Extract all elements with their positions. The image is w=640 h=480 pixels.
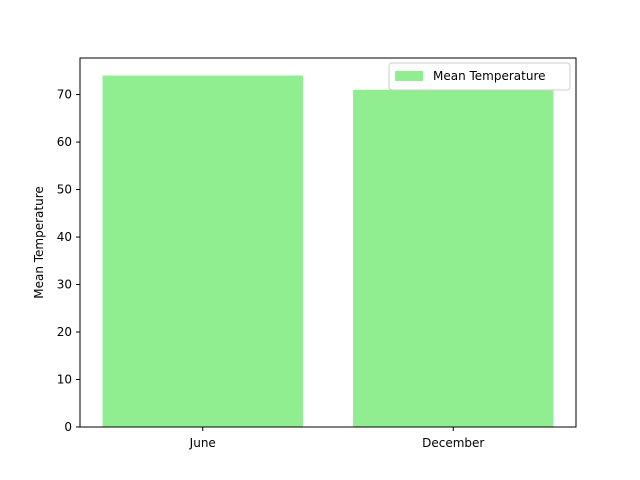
bar-december xyxy=(353,89,554,427)
x-axis-ticks: June December xyxy=(189,427,484,450)
legend-swatch xyxy=(395,71,423,81)
y-tick-label: 50 xyxy=(57,183,72,197)
y-tick-label: 30 xyxy=(57,278,72,292)
bars-group xyxy=(102,75,554,428)
y-axis-label: Mean Temperature xyxy=(32,186,46,299)
y-tick-label: 0 xyxy=(64,420,72,434)
y-tick-label: 60 xyxy=(57,135,72,149)
y-tick-label: 20 xyxy=(57,325,72,339)
x-tick-label: June xyxy=(189,436,216,450)
y-tick-label: 40 xyxy=(57,230,72,244)
legend-entry-mean-temperature: Mean Temperature xyxy=(433,69,546,83)
bar-june xyxy=(102,75,303,428)
x-tick-label: December xyxy=(422,436,484,450)
legend: Mean Temperature xyxy=(388,62,571,91)
y-tick-label: 10 xyxy=(57,373,72,387)
legend-box xyxy=(388,62,571,91)
y-axis-ticks: 0 10 20 30 40 50 60 70 xyxy=(57,88,80,434)
axes-frame xyxy=(79,57,577,428)
y-tick-label: 70 xyxy=(57,88,72,102)
